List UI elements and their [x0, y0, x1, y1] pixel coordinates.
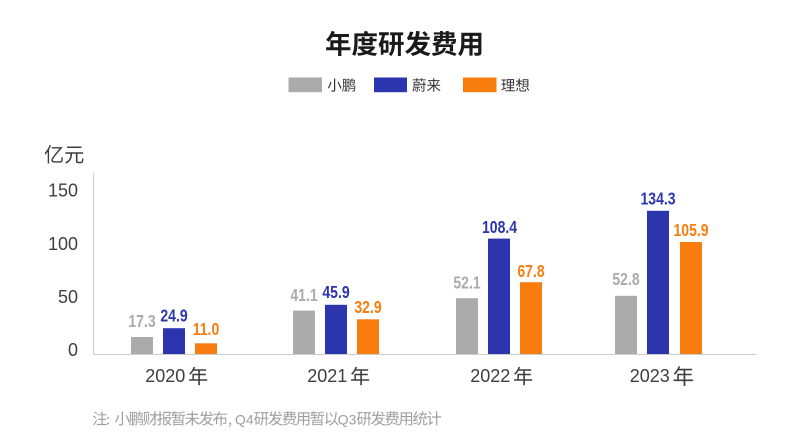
svg-text:45.9: 45.9 — [322, 283, 349, 302]
svg-text:11.0: 11.0 — [193, 321, 220, 340]
svg-text:150: 150 — [48, 181, 78, 201]
svg-text:108.4: 108.4 — [482, 218, 517, 237]
svg-text:52.8: 52.8 — [612, 271, 639, 290]
svg-text:17.3: 17.3 — [128, 313, 155, 332]
svg-text:2020: 2020 — [145, 366, 185, 386]
svg-text:52.1: 52.1 — [453, 274, 480, 293]
svg-text:2023: 2023 — [630, 366, 670, 386]
svg-text:2021: 2021 — [307, 366, 347, 386]
svg-text:41.1: 41.1 — [290, 287, 317, 306]
svg-text:50: 50 — [58, 287, 78, 307]
svg-text:0: 0 — [68, 340, 78, 360]
svg-text:32.9: 32.9 — [354, 298, 381, 317]
svg-text:Q4: Q4 — [235, 411, 254, 427]
svg-text:105.9: 105.9 — [674, 221, 709, 240]
svg-text:24.9: 24.9 — [160, 307, 187, 326]
svg-text:67.8: 67.8 — [517, 263, 544, 282]
svg-text:Q3: Q3 — [338, 411, 357, 427]
svg-text:134.3: 134.3 — [641, 190, 676, 209]
svg-text:100: 100 — [48, 234, 78, 254]
svg-text:2022: 2022 — [470, 366, 510, 386]
